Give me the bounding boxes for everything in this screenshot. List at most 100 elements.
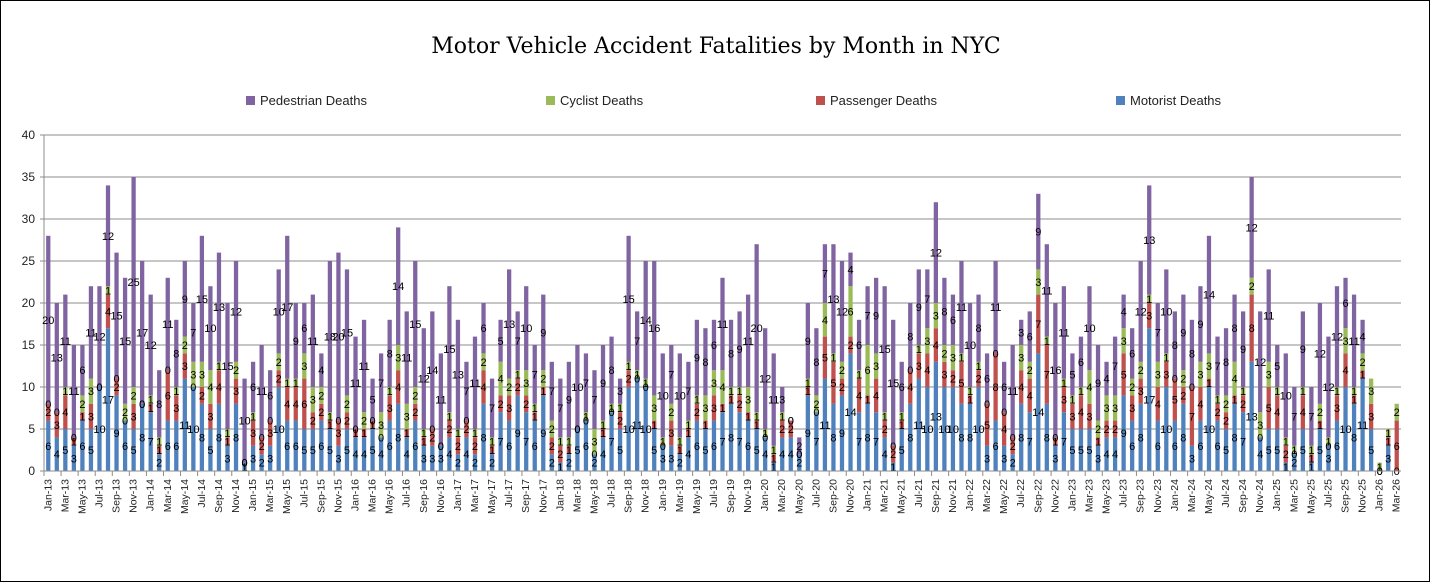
data-label: 12 [102, 231, 114, 243]
bar-segment [694, 319, 700, 396]
data-label: 7 [719, 437, 725, 449]
bar-segment [643, 378, 648, 387]
data-label: 3 [88, 411, 94, 423]
bar-segment [54, 412, 59, 438]
bar-segment [711, 370, 717, 396]
bar-segment [908, 370, 913, 404]
bar-segment [1138, 361, 1143, 379]
bar-segment [413, 387, 418, 404]
bar-segment [216, 370, 222, 404]
data-label: 0 [813, 407, 819, 419]
bar-segment [268, 445, 273, 471]
data-label: 10 [921, 424, 933, 436]
data-label: 1 [702, 420, 708, 432]
data-label: 15 [221, 361, 233, 373]
data-label: 1 [856, 369, 862, 381]
bar-segment [899, 429, 904, 471]
data-label: 3 [1061, 395, 1067, 407]
data-label: 11 [179, 420, 190, 432]
data-label: 6 [1027, 332, 1033, 344]
data-label: 6 [899, 382, 905, 394]
bar-segment [182, 336, 187, 354]
data-label: 12 [1254, 357, 1266, 369]
x-tick-label: Jan-13 [42, 479, 54, 511]
x-tick-label: Sep-21 [930, 479, 942, 513]
data-label: 7 [685, 386, 691, 398]
data-label: 1 [1377, 462, 1383, 474]
data-label: 8 [1232, 432, 1238, 444]
bar-segment [1292, 387, 1297, 446]
bar-segment [174, 420, 179, 471]
data-label: 1 [472, 428, 478, 440]
data-label: 6 [1394, 441, 1400, 453]
data-label: 0 [608, 407, 614, 419]
data-label: 7 [856, 437, 862, 449]
data-label: 1 [532, 403, 538, 415]
bar-segment [1266, 361, 1271, 387]
bar-segment [822, 336, 828, 379]
data-label: 8 [608, 365, 614, 377]
data-label: 10 [657, 390, 669, 402]
bar-segment [1044, 336, 1049, 345]
data-label: 4 [446, 449, 452, 461]
bar-segment [720, 403, 725, 413]
bar-segment [182, 353, 187, 379]
x-tick-label: Jul-19 [708, 479, 720, 508]
bar-segment [908, 303, 913, 371]
data-label: 2 [318, 407, 324, 419]
bar-segment [1317, 429, 1323, 471]
data-label: 2 [847, 340, 853, 352]
x-tick-label: Nov-24 [1254, 479, 1266, 513]
bar-segment [259, 345, 264, 438]
bar-segment [984, 445, 990, 471]
bar-segment [148, 412, 153, 471]
data-label: 1 [404, 428, 410, 440]
data-label: 12 [1314, 348, 1326, 360]
bar-segment [63, 387, 68, 396]
data-label: 2 [882, 424, 888, 436]
data-label: 4 [293, 399, 299, 411]
data-label: 5 [1121, 369, 1127, 381]
data-label: 1 [557, 462, 563, 474]
data-label: 11 [435, 395, 446, 407]
data-label: 0 [463, 416, 469, 428]
data-label: 11 [631, 420, 642, 432]
data-label: 6 [694, 441, 700, 453]
data-label: 14 [426, 365, 438, 377]
data-label: 0 [139, 399, 145, 411]
bar-segment [302, 429, 307, 471]
chart-title: Motor Vehicle Accident Fatalities by Mon… [431, 34, 1000, 59]
data-label: 3 [131, 411, 137, 423]
bar-segment [541, 370, 546, 387]
data-label: 2 [540, 374, 546, 386]
data-label: 0 [96, 382, 102, 394]
bar-segment [1326, 437, 1331, 446]
data-label: 0 [71, 432, 77, 444]
x-tick-label: Jan-26 [1374, 479, 1386, 511]
bar-segment [899, 420, 904, 429]
data-label: 12 [93, 332, 105, 344]
data-label: 6 [856, 340, 862, 352]
bar-segment [1036, 193, 1041, 270]
bar-segment [583, 420, 589, 471]
data-label: 5 [1086, 445, 1092, 457]
bar-segment [250, 412, 256, 421]
bar-segment [327, 429, 333, 471]
data-label: 4 [779, 449, 785, 461]
data-label: 3 [378, 420, 384, 432]
bar-segment [549, 454, 554, 471]
data-label: 9 [540, 428, 546, 440]
bar-segment [635, 311, 640, 371]
bar-segment [856, 412, 862, 471]
data-label: 0 [1377, 466, 1383, 478]
data-label: 9 [737, 344, 743, 356]
bar-segment [250, 361, 256, 413]
x-tick-label: May-19 [691, 479, 703, 514]
bar-segment [873, 353, 879, 379]
data-label: 1 [421, 437, 427, 449]
data-label: 16 [1049, 365, 1061, 377]
x-tick-label: Nov-14 [230, 479, 242, 513]
bar-segment [541, 294, 546, 371]
x-tick-label: Jul-15 [298, 479, 310, 508]
bar-segment [993, 261, 998, 354]
